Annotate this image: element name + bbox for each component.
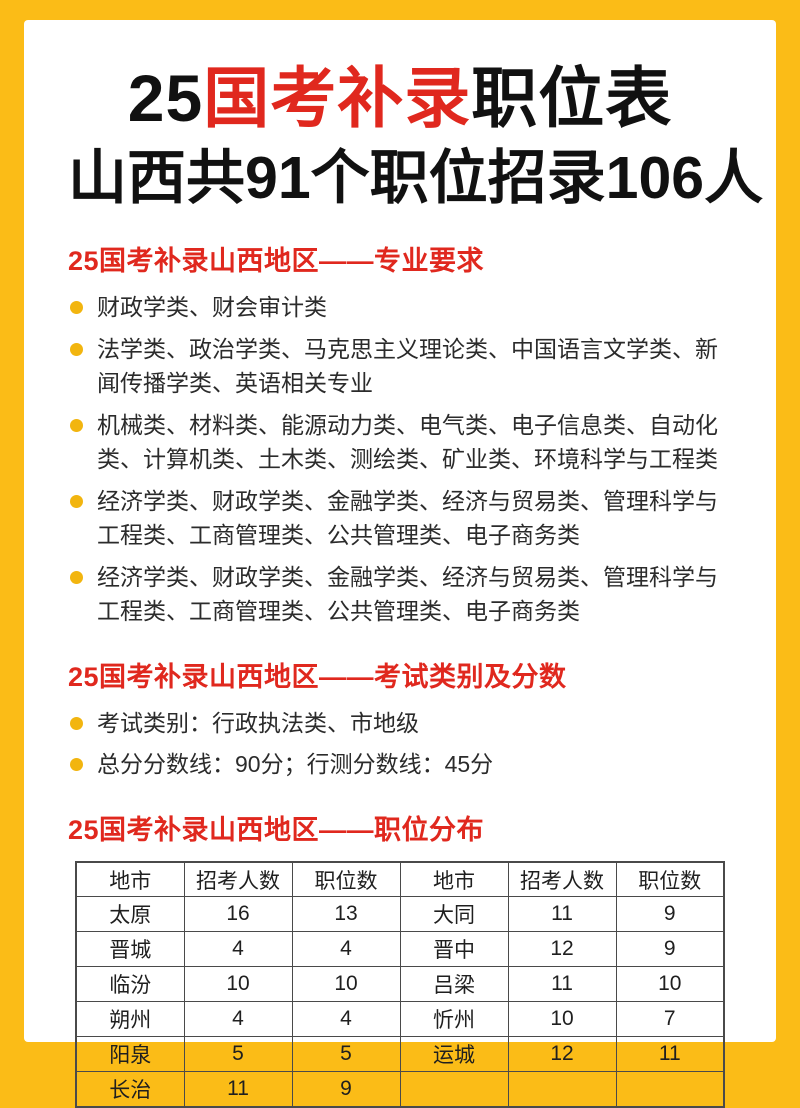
list-item-text: 法学类、政治学类、马克思主义理论类、中国语言文学类、新闻传播学类、英语相关专业	[97, 335, 718, 397]
list-item: 法学类、政治学类、马克思主义理论类、中国语言文学类、新闻传播学类、英语相关专业	[68, 332, 732, 401]
table-header-cell: 地市	[399, 861, 509, 898]
bullet-dot-icon	[70, 494, 83, 508]
list-item-text: 经济学类、财政学类、金融学类、经济与贸易类、管理科学与工程类、工商管理类、公共管…	[97, 487, 718, 549]
table-cell: 太原	[75, 896, 185, 933]
section-heading-exam: 25国考补录山西地区——考试类别及分数	[68, 661, 567, 692]
page-title: 25国考补录职位表 山西共91个职位招录106人	[68, 60, 764, 213]
table-cell: 10	[291, 966, 401, 1003]
distribution-table-wrap: 地市 招考人数 职位数 地市 招考人数 职位数 太原 16 13 大同 11 9 晋城 4 4 晋中 12 9 临汾…	[68, 860, 732, 1108]
table-cell: 4	[291, 931, 401, 968]
list-item-text: 考试类别：行政执法类、市地级	[97, 709, 419, 736]
list-item: 经济学类、财政学类、金融学类、经济与贸易类、管理科学与工程类、工商管理类、公共管…	[68, 560, 732, 629]
table-cell: 忻州	[399, 1001, 509, 1038]
bullet-dot-icon	[70, 342, 83, 356]
table-cell: 9	[291, 1071, 401, 1108]
table-cell: 4	[183, 1001, 293, 1038]
table-cell: 12	[507, 931, 617, 968]
table-header-cell: 地市	[75, 861, 185, 898]
table-cell: 11	[507, 896, 617, 933]
table-cell: 临汾	[75, 966, 185, 1003]
poster-card: 25国考补录职位表 山西共91个职位招录106人 25国考补录山西地区——专业要…	[24, 20, 776, 1108]
title-line-1: 25国考补录职位表	[68, 60, 732, 138]
table-cell: 13	[291, 896, 401, 933]
table-cell	[615, 1071, 725, 1108]
table-header-cell: 招考人数	[507, 861, 617, 898]
table-cell: 吕梁	[399, 966, 509, 1003]
table-header-cell: 招考人数	[183, 861, 293, 898]
table-cell: 10	[183, 966, 293, 1003]
section-heading-distribution: 25国考补录山西地区——职位分布	[68, 814, 485, 845]
table-row: 临汾 10 10 吕梁 11 10	[75, 966, 725, 1003]
exam-list: 考试类别：行政执法类、市地级总分分数线：90分；行测分数线：45分	[68, 706, 732, 782]
distribution-table: 地市 招考人数 职位数 地市 招考人数 职位数 太原 16 13 大同 11 9 晋城 4 4 晋中 12 9 临汾…	[75, 860, 725, 1108]
table-row: 晋城 4 4 晋中 12 9	[75, 931, 725, 968]
title-line-2: 山西共91个职位招录106人	[68, 144, 764, 211]
table-header-cell: 职位数	[291, 861, 401, 898]
list-item: 考试类别：行政执法类、市地级	[68, 706, 732, 741]
table-cell: 11	[615, 1036, 725, 1073]
table-cell: 10	[507, 1001, 617, 1038]
bullet-dot-icon	[70, 716, 83, 730]
bullet-dot-icon	[70, 301, 83, 315]
table-cell: 5	[183, 1036, 293, 1073]
bullet-dot-icon	[70, 758, 83, 772]
table-cell	[507, 1071, 617, 1108]
list-item: 机械类、材料类、能源动力类、电气类、电子信息类、自动化类、计算机类、土木类、测绘…	[68, 408, 732, 477]
table-cell	[399, 1071, 509, 1108]
table-cell: 阳泉	[75, 1036, 185, 1073]
table-cell: 朔州	[75, 1001, 185, 1038]
table-cell: 10	[615, 966, 725, 1003]
table-cell: 晋中	[399, 931, 509, 968]
title-suffix: 职位表	[471, 61, 673, 135]
table-cell: 7	[615, 1001, 725, 1038]
table-row: 朔州 4 4 忻州 10 7	[75, 1001, 725, 1038]
bullet-dot-icon	[70, 418, 83, 432]
table-cell: 16	[183, 896, 293, 933]
table-header-row: 地市 招考人数 职位数 地市 招考人数 职位数	[75, 861, 725, 898]
list-item: 总分分数线：90分；行测分数线：45分	[68, 747, 732, 782]
table-cell: 9	[615, 896, 725, 933]
list-item-text: 机械类、材料类、能源动力类、电气类、电子信息类、自动化类、计算机类、土木类、测绘…	[97, 411, 718, 473]
list-item-text: 总分分数线：90分；行测分数线：45分	[97, 751, 494, 778]
title-prefix: 25	[127, 61, 204, 135]
list-item-text: 财政学类、财会审计类	[97, 294, 327, 321]
list-item: 财政学类、财会审计类	[68, 290, 732, 325]
table-header-cell: 职位数	[615, 861, 725, 898]
list-item: 经济学类、财政学类、金融学类、经济与贸易类、管理科学与工程类、工商管理类、公共管…	[68, 484, 732, 553]
table-cell: 运城	[399, 1036, 509, 1073]
title-highlight: 国考补录	[203, 61, 472, 135]
majors-list: 财政学类、财会审计类法学类、政治学类、马克思主义理论类、中国语言文学类、新闻传播…	[68, 290, 732, 629]
bullet-dot-icon	[70, 570, 83, 584]
table-cell: 11	[183, 1071, 293, 1108]
table-cell: 11	[507, 966, 617, 1003]
list-item-text: 经济学类、财政学类、金融学类、经济与贸易类、管理科学与工程类、工商管理类、公共管…	[97, 563, 718, 625]
table-row: 长治 11 9	[75, 1071, 725, 1108]
table-cell: 大同	[399, 896, 509, 933]
table-cell: 4	[291, 1001, 401, 1038]
table-cell: 长治	[75, 1071, 185, 1108]
section-heading-majors: 25国考补录山西地区——专业要求	[68, 246, 485, 277]
table-row: 阳泉 5 5 运城 12 11	[75, 1036, 725, 1073]
table-row: 太原 16 13 大同 11 9	[75, 896, 725, 933]
table-cell: 4	[183, 931, 293, 968]
table-cell: 晋城	[75, 931, 185, 968]
table-cell: 9	[615, 931, 725, 968]
